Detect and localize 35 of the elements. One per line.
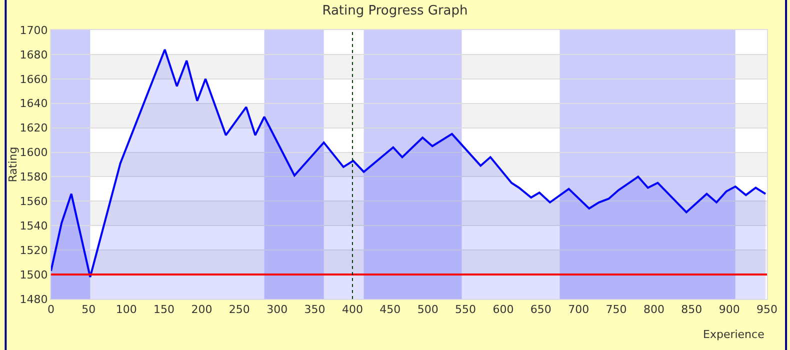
x-tick-label: 50 (82, 303, 96, 316)
x-tick-label: 950 (756, 303, 778, 316)
x-tick-label: 450 (380, 303, 401, 316)
y-tick-label: 1500 (20, 268, 48, 282)
x-tick-label: 700 (568, 303, 590, 316)
y-tick-label: 1700 (20, 24, 48, 37)
y-tick-label: 1580 (20, 170, 48, 184)
y-tick-label: 1520 (20, 244, 48, 257)
y-tick-label: 1660 (20, 72, 48, 86)
x-tick-label: 150 (154, 303, 175, 316)
y-tick-label: 1680 (20, 48, 48, 62)
x-axis-title: Experience (703, 328, 765, 341)
y-tick-label: 1620 (20, 122, 48, 135)
x-tick-label: 550 (455, 303, 476, 316)
chart-title: Rating Progress Graph (322, 3, 468, 18)
x-tick-label: 300 (266, 303, 288, 316)
x-tick-label: 400 (342, 303, 363, 316)
y-tick-label: 1600 (20, 146, 48, 160)
x-tick-label: 800 (643, 303, 664, 316)
x-tick-label: 850 (681, 303, 702, 316)
x-tick-label: 900 (718, 303, 740, 316)
x-tick-label: 0 (48, 303, 54, 316)
x-tick-label: 500 (417, 303, 438, 316)
y-tick-label: 1640 (20, 97, 48, 110)
y-tick-label: 1540 (20, 219, 48, 232)
x-tick-label: 200 (191, 303, 212, 316)
x-tick-label: 600 (492, 303, 514, 316)
y-tick-label: 1480 (20, 292, 48, 306)
x-tick-label: 650 (530, 303, 552, 316)
x-tick-label: 350 (304, 303, 326, 316)
y-tick-label: 1560 (20, 195, 48, 208)
x-tick-label: 250 (228, 303, 250, 316)
y-axis-title: Rating (6, 146, 20, 182)
x-tick-label: 750 (606, 303, 627, 316)
x-tick-label: 100 (116, 303, 137, 316)
